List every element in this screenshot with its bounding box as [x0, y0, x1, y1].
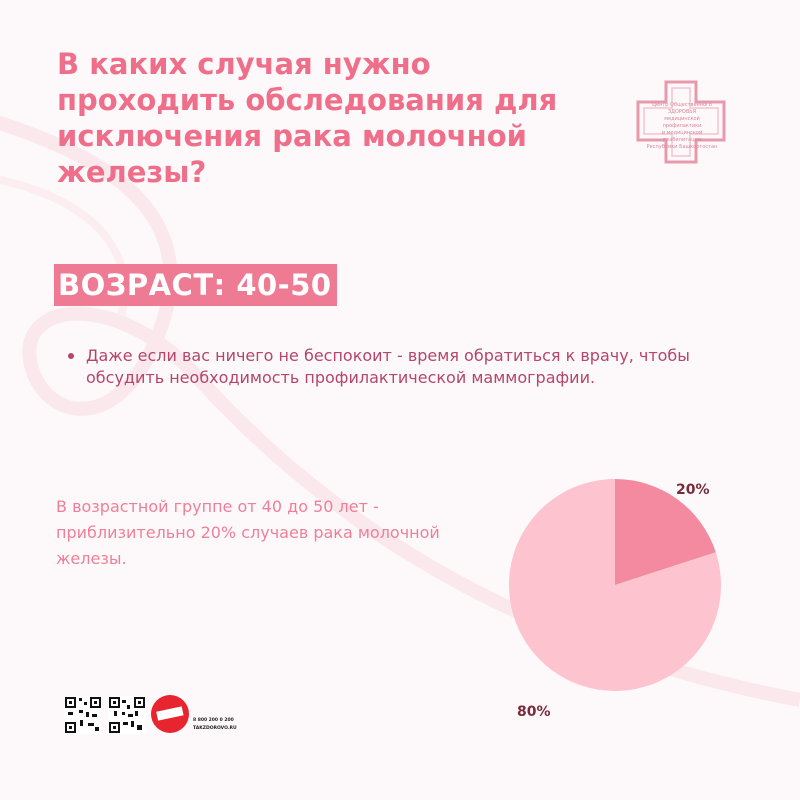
pie-chart: 20% 80% — [490, 470, 750, 730]
pie-label-20: 20% — [676, 482, 710, 498]
age-banner: ВОЗРАСТ: 40-50 — [54, 264, 337, 306]
pie-label-80: 80% — [517, 704, 551, 720]
health-center-logo — [636, 80, 726, 164]
qr-code-icon — [64, 696, 102, 734]
bullet-text: Даже если вас ничего не беспокоит - врем… — [86, 346, 690, 387]
page-title: В каких случая нужно проходить обследова… — [57, 47, 558, 189]
pie-slice-80 — [509, 479, 721, 691]
logo-text: Центр Общественного ЗДОРОВЬЯ медицинской… — [646, 102, 718, 150]
pie-chart-svg — [509, 479, 721, 691]
statistic-text: В возрастной группе от 40 до 50 лет - пр… — [56, 497, 440, 568]
bullet-icon — [68, 353, 74, 359]
qr-code-icon — [108, 696, 146, 734]
takzdorovo-badge-icon — [151, 695, 189, 733]
list-item: Даже если вас ничего не беспокоит - врем… — [66, 345, 706, 389]
footer-site: TAKZDOROVO.RU — [193, 726, 237, 731]
footer-phone: 8 800 200 0 200 — [193, 718, 234, 723]
bullet-list: Даже если вас ничего не беспокоит - врем… — [66, 345, 706, 389]
pie-slice-20 — [615, 479, 716, 585]
